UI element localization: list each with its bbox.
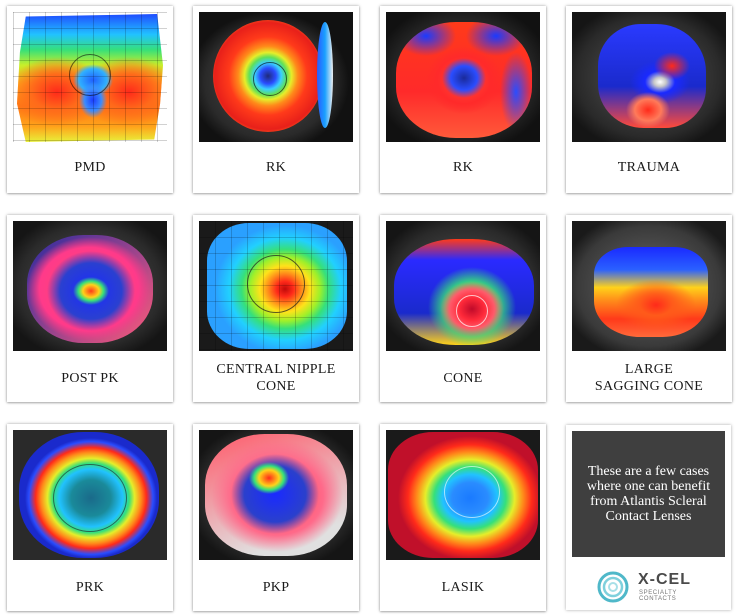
case-label: TRAUMA — [617, 160, 681, 175]
logo-name: X-CEL — [638, 571, 691, 588]
case-card-large-sagging-cone: LARGE SAGGING CONE — [566, 215, 732, 402]
topography-map — [13, 430, 167, 560]
case-label: POST PK — [61, 371, 119, 386]
topography-map — [572, 221, 726, 351]
topography-map — [572, 12, 726, 142]
topography-map — [199, 221, 353, 351]
case-card-lasik: LASIK — [380, 424, 546, 611]
case-label: RK — [265, 160, 287, 175]
case-label: PRK — [75, 580, 105, 595]
xcel-logo: X-CEL SPECIALTY CONTACTS — [596, 570, 716, 604]
topography-map — [199, 430, 353, 560]
logo-subtitle: SPECIALTY CONTACTS — [639, 590, 677, 602]
case-label: RK — [452, 160, 474, 175]
case-label: CONE — [443, 371, 483, 386]
case-label: CENTRAL NIPPLE CONE — [216, 362, 336, 394]
topography-map — [386, 430, 540, 560]
topography-map — [13, 221, 167, 351]
topography-map — [386, 221, 540, 351]
info-box: These are a few cases where one can bene… — [572, 431, 725, 557]
case-card-central-nipple-cone: CENTRAL NIPPLE CONE — [193, 215, 359, 402]
topography-map — [199, 12, 353, 142]
case-label: LARGE SAGGING CONE — [594, 362, 704, 394]
case-card-trauma: TRAUMA — [566, 6, 732, 193]
case-card-prk: PRK — [7, 424, 173, 611]
case-label: LASIK — [441, 580, 485, 595]
case-card-post-pk: POST PK — [7, 215, 173, 402]
info-card: These are a few cases where one can bene… — [566, 425, 731, 610]
case-card-rk-1: RK — [193, 6, 359, 193]
case-card-pkp: PKP — [193, 424, 359, 611]
case-label: PKP — [262, 580, 290, 595]
topography-map — [13, 12, 167, 142]
case-card-pmd: PMD — [7, 6, 173, 193]
case-card-cone: CONE — [380, 215, 546, 402]
topography-map — [386, 12, 540, 142]
case-label: PMD — [74, 160, 106, 175]
xcel-logo-icon — [597, 571, 629, 603]
case-card-rk-2: RK — [380, 6, 546, 193]
info-text: These are a few cases where one can bene… — [586, 464, 711, 524]
